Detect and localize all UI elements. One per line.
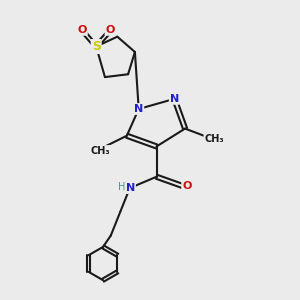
Text: N: N: [134, 104, 143, 114]
Text: N: N: [170, 94, 179, 104]
Text: O: O: [182, 181, 191, 191]
Text: CH₃: CH₃: [204, 134, 224, 144]
Text: H: H: [118, 182, 125, 192]
Text: N: N: [126, 183, 135, 193]
Text: O: O: [77, 25, 87, 35]
Text: O: O: [106, 25, 115, 35]
Text: CH₃: CH₃: [91, 146, 110, 156]
Text: S: S: [92, 40, 101, 53]
